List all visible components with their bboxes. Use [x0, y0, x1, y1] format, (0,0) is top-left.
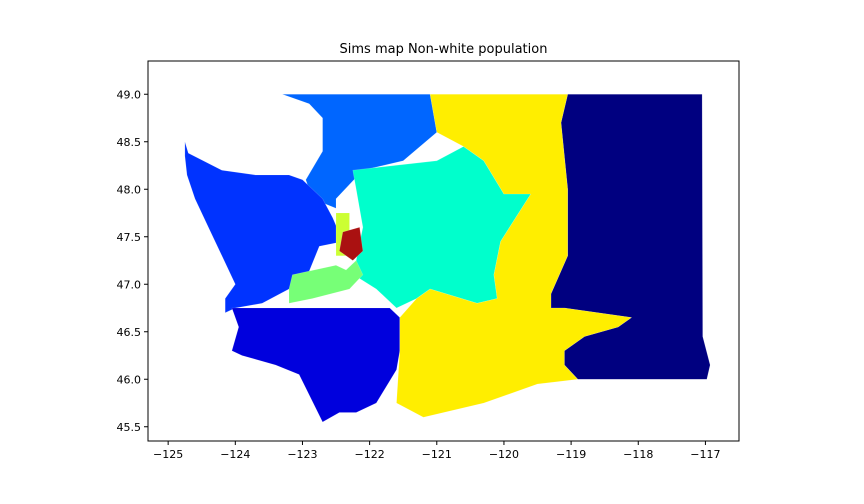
region-thurston-pierce: [288, 260, 364, 304]
region-east-central: [396, 94, 632, 418]
y-tick-label: 46.5: [117, 326, 142, 339]
y-tick-label: 49.0: [117, 88, 142, 101]
y-axis: 45.5 46.0 46.5 47.0 47.5 48.0 48.5 49.0: [117, 88, 148, 434]
y-tick-label: 48.5: [117, 136, 142, 149]
y-tick-label: 47.5: [117, 231, 142, 244]
region-southwest: [231, 307, 401, 423]
region-seattle-core: [339, 227, 364, 261]
x-tick-label: −121: [422, 448, 452, 461]
x-tick-label: −119: [556, 448, 586, 461]
y-tick-label: 45.5: [117, 421, 142, 434]
x-axis: −125 −124 −123 −122 −121 −120 −119 −118 −117: [153, 441, 721, 461]
x-tick-label: −118: [623, 448, 653, 461]
map-regions: [184, 94, 711, 423]
y-tick-label: 47.0: [117, 278, 142, 291]
x-tick-label: −117: [690, 448, 720, 461]
x-tick-label: −123: [287, 448, 317, 461]
x-tick-label: −124: [220, 448, 250, 461]
x-tick-label: −122: [355, 448, 385, 461]
chart-title: Sims map Non-white population: [340, 42, 548, 57]
y-tick-label: 48.0: [117, 183, 142, 196]
axes-frame: [147, 60, 740, 442]
x-tick-label: −120: [489, 448, 519, 461]
x-tick-label: −125: [153, 448, 183, 461]
y-tick-label: 46.0: [117, 373, 142, 386]
